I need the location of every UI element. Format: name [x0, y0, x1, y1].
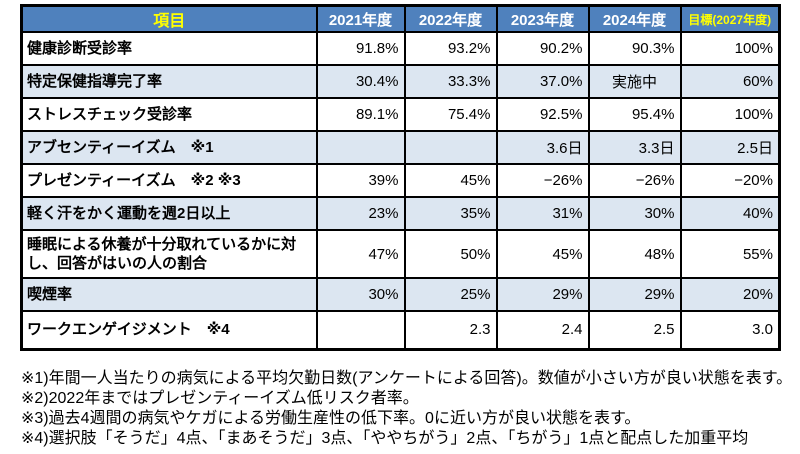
cell-value: 3.0	[679, 310, 781, 350]
cell-value: 30.4%	[315, 64, 406, 99]
cell-value: 37.0%	[495, 64, 590, 99]
cell-value: 90.3%	[587, 31, 682, 66]
cell-value: 100%	[679, 31, 781, 66]
cell-value: 33.3%	[403, 64, 498, 99]
table-row-stress-check-rate: ストレスチェック受診率 89.1% 75.4% 92.5% 95.4% 100%	[20, 97, 781, 132]
cell-value: 30%	[315, 277, 406, 312]
footnotes: ※1)年間一人当たりの病気による平均欠勤日数(アンケートによる回答)。数値が小さ…	[21, 369, 792, 449]
row-label: 健康診断受診率	[20, 31, 318, 66]
cell-value	[315, 310, 406, 350]
cell-value: 40%	[679, 196, 781, 231]
footnote-3: ※3)過去4週間の病気やケガによる労働生産性の低下率。0に近い方が良い状態を表す…	[21, 410, 641, 427]
header-fy2023: 2023年度	[495, 4, 590, 33]
cell-value: 55%	[679, 229, 781, 279]
cell-value: 2.3	[403, 310, 498, 350]
row-label: 特定保健指導完了率	[20, 64, 318, 99]
footnote-1: ※1)年間一人当たりの病気による平均欠勤日数(アンケートによる回答)。数値が小さ…	[21, 370, 793, 387]
cell-value: 35%	[403, 196, 498, 231]
cell-value: 47%	[315, 229, 406, 279]
cell-value: 20%	[679, 277, 781, 312]
cell-value	[315, 130, 406, 165]
table-row-absenteeism: アブセンティーイズム ※1 3.6日 3.3日 2.5日	[20, 130, 781, 165]
cell-value: 23%	[315, 196, 406, 231]
cell-value: 93.2%	[403, 31, 498, 66]
cell-value: 92.5%	[495, 97, 590, 132]
cell-value: 30%	[587, 196, 682, 231]
header-target-2027: 目標(2027年度)	[679, 4, 781, 33]
table-row-health-checkup-rate: 健康診断受診率 91.8% 93.2% 90.2% 90.3% 100%	[20, 31, 781, 66]
cell-value: −26%	[587, 163, 682, 198]
table-row-sleep-rest: 睡眠による休養が十分取れているかに対し、回答がはいの人の割合 47% 50% 4…	[20, 229, 781, 279]
cell-value: −26%	[495, 163, 590, 198]
header-item: 項目	[20, 4, 318, 33]
header-fy2022: 2022年度	[403, 4, 498, 33]
footnote-4: ※4)選択肢「そうだ」4点、「まあそうだ」3点、「ややちがう」2点、「ちがう」1…	[21, 430, 749, 447]
cell-value: 91.8%	[315, 31, 406, 66]
header-fy2021: 2021年度	[315, 4, 406, 33]
table-row-light-exercise: 軽く汗をかく運動を週2日以上 23% 35% 31% 30% 40%	[20, 196, 781, 231]
row-label: 軽く汗をかく運動を週2日以上	[20, 196, 318, 231]
cell-value: 89.1%	[315, 97, 406, 132]
table-row-smoking-rate: 喫煙率 30% 25% 29% 29% 20%	[20, 277, 781, 312]
cell-value: 95.4%	[587, 97, 682, 132]
footnote-2: ※2)2022年まではプレゼンティーイズム低リスク者率。	[21, 390, 419, 407]
cell-value: 3.6日	[495, 130, 590, 165]
health-kpi-table: 項目 2021年度 2022年度 2023年度 2024年度 目標(2027年度…	[20, 4, 781, 351]
row-label: ワークエンゲイジメント ※4	[20, 310, 318, 350]
cell-value: 48%	[587, 229, 682, 279]
header-row: 項目 2021年度 2022年度 2023年度 2024年度 目標(2027年度…	[20, 4, 781, 33]
row-label: ストレスチェック受診率	[20, 97, 318, 132]
cell-value: 60%	[679, 64, 781, 99]
cell-value: 29%	[495, 277, 590, 312]
cell-value: 3.3日	[587, 130, 682, 165]
cell-value: 25%	[403, 277, 498, 312]
cell-value: 39%	[315, 163, 406, 198]
row-label: プレゼンティーイズム ※2 ※3	[20, 163, 318, 198]
row-label: 喫煙率	[20, 277, 318, 312]
table-row-presenteeism: プレゼンティーイズム ※2 ※3 39% 45% −26% −26% −20%	[20, 163, 781, 198]
cell-value: 50%	[403, 229, 498, 279]
cell-value: −20%	[679, 163, 781, 198]
cell-value: 45%	[403, 163, 498, 198]
cell-value: 45%	[495, 229, 590, 279]
cell-value: 2.5	[587, 310, 682, 350]
table-row-health-guidance-completion: 特定保健指導完了率 30.4% 33.3% 37.0% 実施中 60%	[20, 64, 781, 99]
cell-value: 90.2%	[495, 31, 590, 66]
header-fy2024: 2024年度	[587, 4, 682, 33]
cell-value: 75.4%	[403, 97, 498, 132]
cell-value: 31%	[495, 196, 590, 231]
cell-value: 29%	[587, 277, 682, 312]
cell-value: 100%	[679, 97, 781, 132]
cell-value	[403, 130, 498, 165]
row-label: 睡眠による休養が十分取れているかに対し、回答がはいの人の割合	[20, 229, 318, 279]
cell-value: 2.5日	[679, 130, 781, 165]
row-label: アブセンティーイズム ※1	[20, 130, 318, 165]
table-row-work-engagement: ワークエンゲイジメント ※4 2.3 2.4 2.5 3.0	[20, 310, 781, 350]
cell-value: 2.4	[495, 310, 590, 350]
cell-value: 実施中	[587, 64, 682, 99]
